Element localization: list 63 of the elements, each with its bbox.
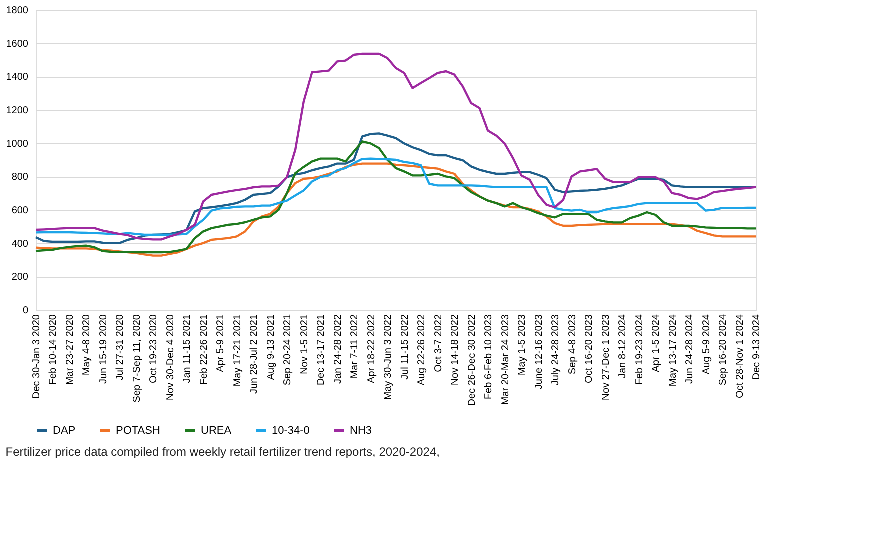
x-tick-label: Jul 27-31 2020 [115,314,126,381]
y-tick-label: 1800 [6,6,29,16]
line-series [34,52,758,241]
x-tick-label: Jul 11-15 2022 [400,314,411,380]
legend-label: DAP [53,424,76,437]
x-tick-label: Jan 24-28 2022 [332,314,344,384]
y-tick-label: 1400 [6,72,29,84]
y-tick-label: 800 [12,172,29,184]
x-tick-label: Jun 15-19 2020 [98,314,110,384]
x-tick-label: May 30-Jun 3 2022 [383,314,394,400]
x-tick-label: Jan 11-15 2021 [182,314,194,384]
x-tick-label: May 13-17 2024 [668,314,679,387]
legend-label: POTASH [116,424,160,437]
x-tick-label: May 17-21 2021 [232,314,244,387]
x-tick-label: May 4-8 2020 [82,314,93,376]
x-tick-label: Jun 28-Jul 2 2021 [249,314,260,394]
x-tick-label: Sep 16-20 2024 [718,314,730,386]
x-tick-label: Feb 22-26 2021 [198,314,210,386]
line-series [34,158,758,236]
x-tick-label: Dec 9-13 2024 [752,314,762,380]
x-tick-label: Dec 26-Dec 30 2022 [466,314,478,406]
x-tick-label: Feb 6-Feb 10 2023 [484,314,495,400]
x-tick-label: Mar 20-Mar 24 2023 [500,314,512,406]
x-tick-label: Dec 13-17 2021 [316,314,328,386]
x-tick-label: June 12-16 2023 [534,314,545,390]
x-tick-label: Jun 24-28 2024 [684,314,696,384]
x-tick-label: July 24-28 2023 [550,314,562,386]
x-tick-label: Apr 1-5 2024 [651,314,662,372]
x-tick-label: Sep 7-Sep 11, 2020 [132,314,143,403]
x-tick-label: Oct 28-Nov 1 2024 [734,314,746,398]
x-tick-label: Feb 10-14 2020 [48,314,60,386]
x-tick-label: Feb 19-23 2024 [634,314,646,386]
x-tick-label: Sep 4-8 2023 [567,314,578,375]
x-tick-label: Apr 18-22 2022 [366,314,378,384]
x-tick-label: Oct 19-23 2020 [148,314,160,384]
x-tick-label: Aug 9-13 2021 [266,314,277,380]
line-series [34,162,758,257]
x-tick-label: Nov 1-5 2021 [299,314,310,375]
text: Fertilizer price data compiled from weekly retail fertilizer trend reports, 2020-2024, [6,445,440,459]
x-tick-label: Sep 20-24 2021 [282,314,294,386]
x-tick-label: Aug 22-26 2022 [416,314,428,386]
x-tick-label: Oct 3-7 2022 [433,314,444,372]
x-tick-label: Nov 27-Dec 1 2023 [600,314,612,401]
y-tick-label: 0 [22,306,29,316]
x-tick-label: Jan 8-12 2024 [618,314,629,378]
x-tick-label: Nov 14-18 2022 [450,314,462,386]
legend-label: 10-34-0 [272,424,310,437]
y-tick-label: 200 [12,272,29,284]
x-tick-label: Apr 5-9 2021 [216,314,227,372]
x-tick-label: Oct 16-20 2023 [584,314,596,384]
x-tick-label: Dec 30-Jan 3 2020 [32,314,42,400]
y-tick-label: 400 [12,238,29,250]
y-tick-label: 1000 [6,138,29,150]
y-tick-label: 1200 [6,106,29,116]
x-tick-label: May 1-5 2023 [517,314,528,376]
legend-label: UREA [201,424,232,437]
y-tick-label: 600 [12,206,29,216]
x-tick-label: Mar 7-11 2022 [350,314,361,379]
x-tick-label: Nov 30-Dec 4 2020 [165,314,176,401]
x-tick-label: Aug 5-9 2024 [701,314,712,375]
legend-label: NH3 [350,424,372,437]
y-tick-label: 1600 [6,38,29,50]
x-tick-label: Mar 23-27 2020 [64,314,76,386]
